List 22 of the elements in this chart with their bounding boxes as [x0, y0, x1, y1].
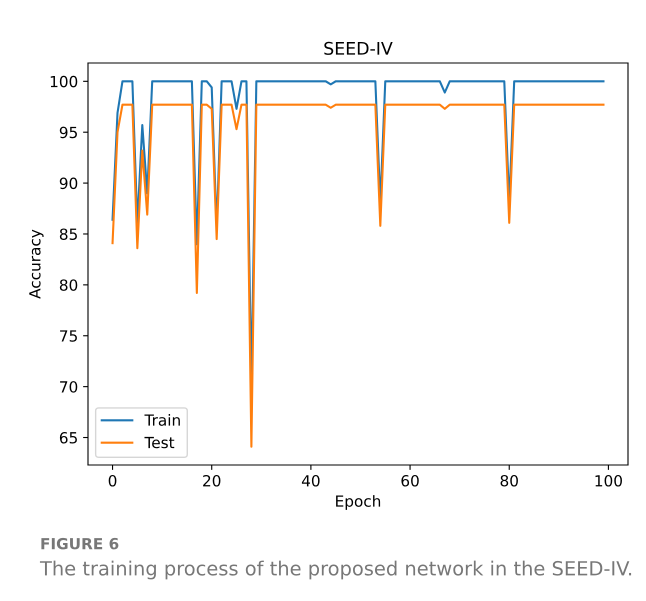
y-tick-label: 75	[60, 330, 77, 342]
x-tick-label: 60	[401, 474, 419, 487]
y-tick-label: 80	[60, 279, 78, 291]
y-tick-label: 90	[60, 178, 78, 190]
y-tick-label: 85	[60, 228, 77, 240]
y-tick-label: 65	[60, 432, 77, 444]
x-tick-label: 0	[108, 474, 116, 487]
x-tick-label: 40	[302, 474, 320, 487]
x-tick-label: 80	[500, 474, 518, 487]
x-tick-label: 20	[203, 474, 220, 487]
line-series	[112, 104, 604, 448]
y-tick-label: 95	[60, 126, 77, 138]
legend-label: Train	[144, 414, 180, 426]
y-tick-label: 100	[50, 76, 78, 88]
legend-label: Test	[144, 436, 174, 448]
x-tick-label: 100	[596, 474, 622, 487]
x-axis-title: Epoch	[336, 495, 380, 510]
text: The training process of the proposed network in the SEED-IV.	[40, 560, 632, 580]
caption: FIGURE 6	[41, 538, 118, 550]
chart-title: SEED-IV	[324, 42, 393, 55]
y-tick-label: 70	[60, 381, 78, 393]
y-axis-title: Accuracy	[29, 230, 44, 299]
